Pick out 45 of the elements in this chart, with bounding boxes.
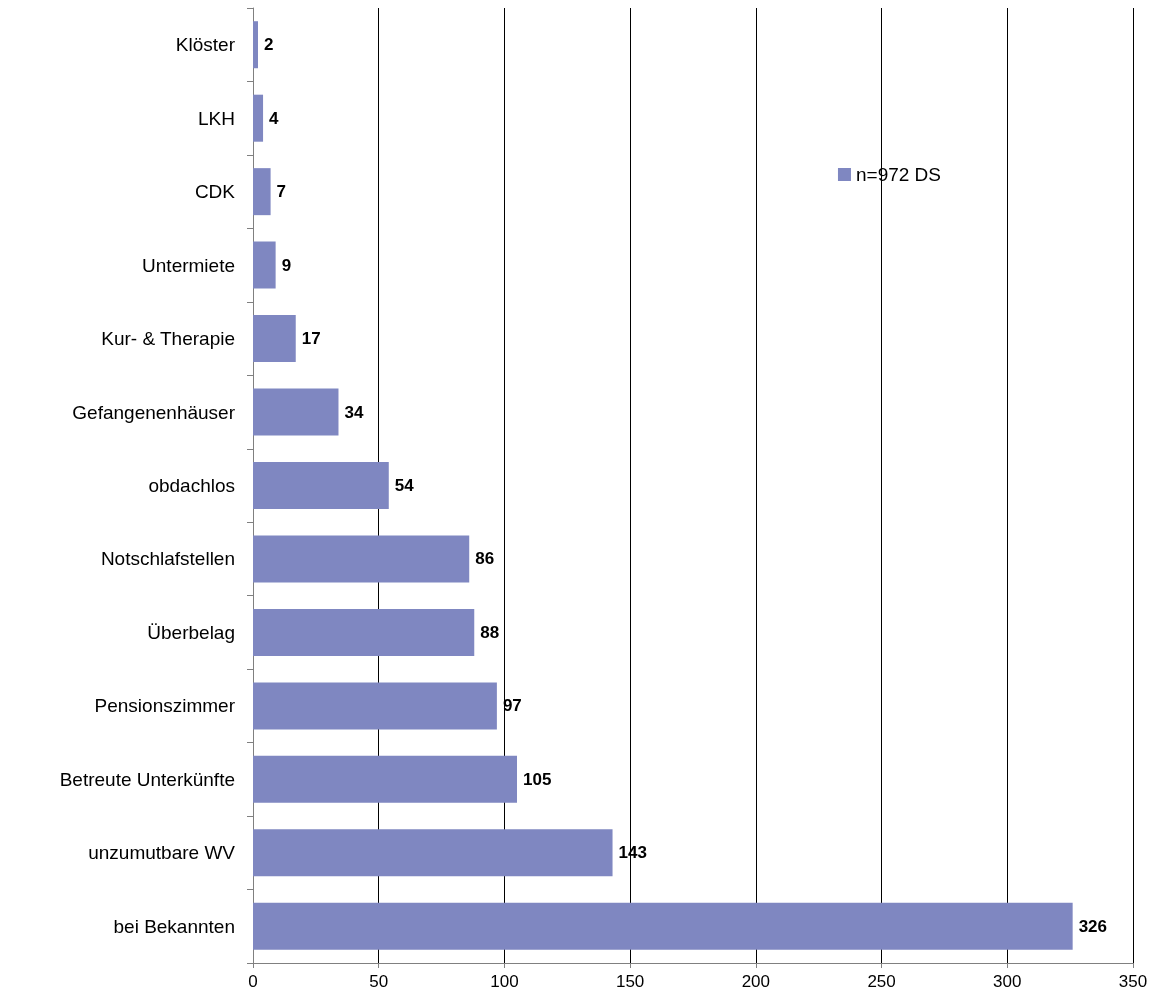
data-label: 2 bbox=[264, 35, 274, 55]
x-tick-label: 100 bbox=[490, 972, 519, 991]
data-label: 88 bbox=[480, 622, 500, 642]
bar bbox=[253, 608, 475, 656]
x-tick-label: 350 bbox=[1118, 972, 1148, 991]
bar bbox=[253, 168, 271, 216]
bar bbox=[253, 315, 296, 363]
data-label: 105 bbox=[523, 769, 552, 789]
data-label: 86 bbox=[475, 549, 495, 569]
bar bbox=[253, 94, 264, 142]
x-tick-label: 150 bbox=[615, 972, 645, 991]
data-label: 17 bbox=[301, 329, 321, 349]
bar bbox=[253, 461, 389, 510]
x-tick-label: 50 bbox=[369, 972, 389, 991]
y-tick-label: Notschlafstellen bbox=[100, 548, 235, 570]
bar bbox=[253, 535, 470, 583]
y-tick-label: CDK bbox=[194, 181, 236, 203]
bar bbox=[253, 829, 613, 877]
bar bbox=[253, 388, 339, 436]
data-label: 326 bbox=[1078, 916, 1108, 936]
bar bbox=[253, 241, 276, 289]
x-tick-label: 250 bbox=[867, 972, 896, 991]
bar bbox=[253, 902, 1073, 950]
x-tick-label: 300 bbox=[993, 972, 1022, 991]
y-tick-label: LKH bbox=[198, 107, 235, 129]
data-label: 4 bbox=[269, 108, 280, 128]
y-tick-label: Klöster bbox=[175, 34, 236, 56]
y-tick-label: unzumutbare WV bbox=[88, 842, 236, 864]
bar bbox=[253, 755, 517, 803]
x-tick-label: 0 bbox=[248, 972, 258, 991]
data-label: 9 bbox=[281, 255, 292, 275]
data-label: 34 bbox=[344, 402, 364, 422]
y-tick-label: obdachlos bbox=[148, 475, 235, 496]
x-tick-label: 200 bbox=[741, 972, 771, 991]
data-label: 7 bbox=[276, 182, 287, 202]
y-tick-label: Pensionszimmer bbox=[94, 695, 236, 717]
y-tick-label: Gefangenenhäuser bbox=[72, 401, 236, 423]
y-tick-label: Überbelag bbox=[147, 621, 235, 643]
y-tick-label: Betreute Unterkünfte bbox=[59, 768, 235, 790]
bar bbox=[253, 21, 259, 69]
bar bbox=[253, 682, 497, 730]
data-label: 54 bbox=[394, 476, 415, 495]
y-tick-label: bei Bekannten bbox=[113, 915, 235, 937]
y-tick-label: Kur- & Therapie bbox=[101, 328, 235, 350]
y-tick-label: Untermiete bbox=[142, 254, 235, 276]
